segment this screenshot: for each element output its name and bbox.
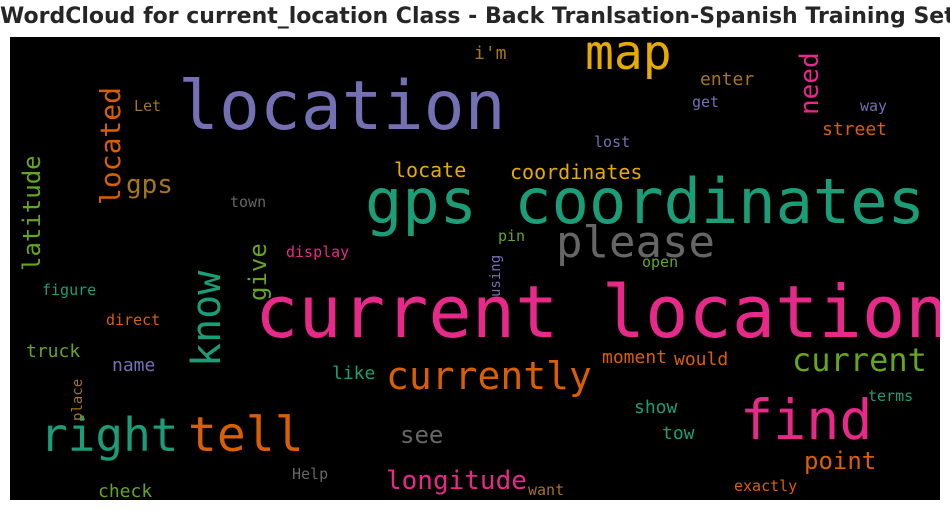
word-lost: lost: [594, 133, 630, 151]
word-located: located: [94, 87, 127, 205]
word-right: right: [40, 408, 178, 462]
word-locate: locate: [394, 158, 466, 182]
word-exactly: exactly: [734, 477, 797, 495]
word-moment: moment: [602, 347, 667, 368]
word-pin: pin: [498, 227, 525, 245]
word-open: open: [642, 253, 678, 271]
word-gps-coordinates: gps coordinates: [365, 165, 925, 238]
word-current-location: current location: [255, 270, 940, 354]
word-get: get: [692, 93, 719, 111]
word-coordinates: coordinates: [510, 160, 642, 184]
wordcloud-canvas: current location gps coordinates location m…: [10, 37, 940, 500]
word-gps: gps: [126, 170, 173, 200]
word-map: map: [585, 37, 672, 81]
word-direct: direct: [106, 311, 160, 329]
word-check: check: [98, 481, 152, 500]
chart-title: WordCloud for current_location Class - B…: [0, 4, 950, 29]
word-terms: terms: [868, 387, 913, 405]
word-latitude: latitude: [18, 155, 46, 271]
word-like: like: [332, 363, 375, 384]
word-longitude: longitude: [386, 466, 527, 496]
word-way: way: [860, 97, 887, 115]
word-please: please: [556, 217, 715, 268]
word-i-m: i'm: [474, 43, 507, 64]
word-see: see: [400, 421, 443, 449]
word-need: need: [795, 52, 825, 115]
word-help: Help: [292, 465, 328, 483]
word-give: give: [244, 243, 272, 301]
word-currently: currently: [386, 354, 592, 398]
word-tow: tow: [662, 423, 695, 444]
word-figure: figure: [42, 281, 96, 299]
word-location: location: [178, 67, 506, 146]
word-let: Let: [134, 97, 161, 115]
word-know: know: [184, 270, 230, 367]
word-want: want: [528, 481, 564, 499]
word-using: using: [488, 255, 504, 297]
word-current: current: [792, 341, 927, 379]
word-place: place: [70, 379, 86, 421]
word-truck: truck: [26, 341, 80, 362]
word-display: display: [286, 243, 349, 261]
word-name: name: [112, 355, 155, 376]
word-find: find: [740, 388, 872, 452]
word-town: town: [230, 193, 266, 211]
word-enter: enter: [700, 69, 754, 90]
word-point: point: [804, 447, 876, 475]
word-street: street: [822, 119, 887, 140]
word-tell: tell: [188, 407, 304, 463]
word-show: show: [634, 397, 678, 418]
word-would: would: [674, 349, 728, 370]
